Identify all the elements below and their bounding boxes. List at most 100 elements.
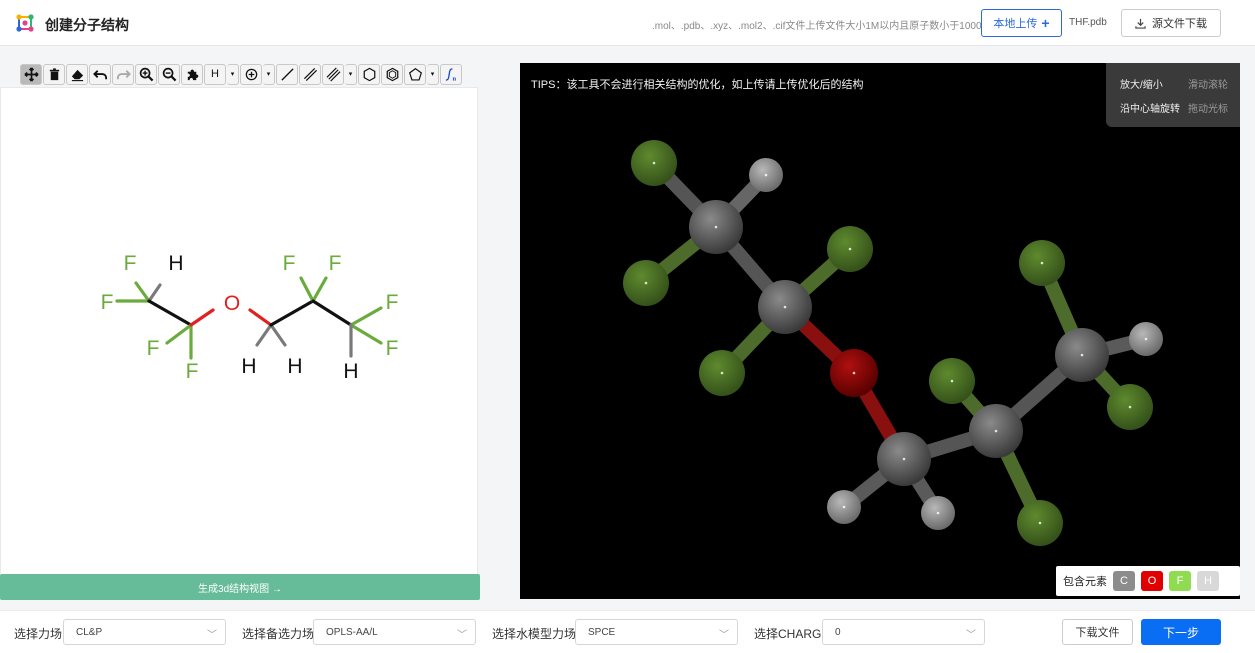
- atom-dropdown-toggle[interactable]: ▾: [227, 63, 239, 85]
- delete-tool-button[interactable]: [43, 63, 65, 85]
- viewer-tips: TIPS：该工具不会进行相关结构的优化，如上传请上传优化后的结构: [531, 79, 864, 91]
- generate-3d-view-button[interactable]: 生成3d结构视图 →: [0, 574, 480, 600]
- double-bond-icon: [303, 67, 317, 81]
- charge-dropdown-toggle[interactable]: ▾: [263, 63, 275, 85]
- editor-toolbar: H ▾ ▾ ▾ ▾ n: [20, 63, 462, 85]
- ring-dropdown-toggle[interactable]: ▾: [427, 63, 439, 85]
- eraser-icon: [71, 69, 83, 81]
- zoom-in-icon: [139, 67, 153, 81]
- bond: [269, 323, 287, 347]
- bond: [349, 323, 383, 345]
- element-chip-c: C: [1113, 571, 1135, 591]
- uploaded-file-name: THF.pdb: [1069, 17, 1107, 28]
- control-input: 滑动滚轮: [1188, 80, 1228, 91]
- chevron-down-icon: ﹀: [457, 630, 467, 641]
- download-source-label: 源文件下载: [1152, 18, 1207, 30]
- undo-button[interactable]: [89, 63, 111, 85]
- bond: [349, 306, 383, 327]
- triple-bond-icon: [326, 67, 340, 81]
- charge-plus-icon: [245, 68, 257, 80]
- chevron-down-icon: ﹀: [207, 630, 217, 641]
- backup-force-field-label: 选择备选力场: [242, 627, 315, 641]
- chevron-down-icon: ﹀: [966, 630, 976, 641]
- control-action: 沿中心轴旋转: [1120, 104, 1180, 115]
- zoom-out-button[interactable]: [158, 63, 180, 85]
- download-source-button[interactable]: 源文件下载: [1121, 9, 1221, 37]
- template-tool-button[interactable]: [181, 63, 203, 85]
- atom-label[interactable]: O: [224, 292, 240, 315]
- water-model-value: SPCE: [588, 626, 616, 638]
- app-header: 创建分子结构 .mol、.pdb、.xyz、.mol2、.cif文件上传文件大小…: [0, 0, 1255, 46]
- bond: [255, 323, 273, 347]
- atom-label[interactable]: F: [186, 360, 199, 383]
- function-n-icon: n: [445, 67, 456, 82]
- force-field-value: CL&P: [76, 626, 103, 638]
- chevron-down-icon: ﹀: [719, 630, 729, 641]
- double-bond-button[interactable]: [299, 63, 321, 85]
- force-field-label: 选择力场: [14, 627, 63, 641]
- bond: [269, 299, 315, 327]
- structure-editor-canvas[interactable]: F H F F F O H H F F F F H: [0, 87, 478, 575]
- atom-label[interactable]: F: [283, 252, 296, 275]
- atom-label[interactable]: H: [343, 360, 358, 383]
- atom-label[interactable]: F: [124, 252, 137, 275]
- zoom-in-button[interactable]: [135, 63, 157, 85]
- molecule-3d-render: [623, 140, 1163, 546]
- move-tool-button[interactable]: [20, 63, 42, 85]
- cyclohexane-button[interactable]: [358, 63, 380, 85]
- element-chip-o: O: [1141, 571, 1163, 591]
- atom-label[interactable]: F: [329, 252, 342, 275]
- benzene-icon: [386, 67, 398, 81]
- atom-label[interactable]: F: [386, 291, 399, 314]
- elements-label: 包含元素: [1063, 576, 1107, 588]
- settings-bar: 选择力场 CL&P ﹀ 选择备选力场 OPLS-AA/L ﹀ 选择水模型力场 S…: [0, 610, 1255, 653]
- bond-dropdown-toggle[interactable]: ▾: [345, 63, 357, 85]
- trash-icon: [49, 67, 59, 80]
- local-upload-label: 本地上传: [993, 18, 1038, 30]
- water-model-label: 选择水模型力场: [492, 627, 577, 641]
- water-model-select[interactable]: SPCE ﹀: [575, 619, 738, 645]
- bond: [147, 299, 193, 327]
- bond: [189, 308, 215, 327]
- local-upload-button[interactable]: 本地上传 +: [981, 9, 1062, 37]
- molecule-3d-viewer[interactable]: TIPS：该工具不会进行相关结构的优化，如上传请上传优化后的结构 放大/缩小 滑…: [520, 63, 1240, 599]
- control-row-rotate: 沿中心轴旋转 拖动光标: [1120, 100, 1228, 115]
- eraser-tool-button[interactable]: [66, 63, 88, 85]
- zoom-out-icon: [162, 67, 176, 81]
- atom-label[interactable]: H: [168, 252, 183, 275]
- charge-tool-button[interactable]: [240, 63, 262, 85]
- control-input: 拖动光标: [1188, 104, 1228, 115]
- bond: [134, 281, 151, 303]
- element-chip-h: H: [1197, 571, 1219, 591]
- control-action: 放大/缩小: [1120, 80, 1163, 91]
- redo-button[interactable]: [112, 63, 134, 85]
- download-file-button[interactable]: 下载文件: [1062, 619, 1133, 645]
- atom-label[interactable]: H: [241, 355, 256, 378]
- cyclopentane-button[interactable]: [404, 63, 426, 85]
- atom-label[interactable]: F: [147, 337, 160, 360]
- element-chip-f: F: [1169, 571, 1191, 591]
- hydrogen-atom-button[interactable]: H: [204, 63, 226, 85]
- charge-label: 选择CHARGE: [754, 627, 830, 641]
- molecule-2d-drawing: F H F F F O H H F F F F H: [101, 252, 399, 383]
- triple-bond-button[interactable]: [322, 63, 344, 85]
- svg-text:n: n: [452, 75, 456, 81]
- molecule-logo-icon: [16, 14, 34, 32]
- single-bond-button[interactable]: [276, 63, 298, 85]
- next-step-button[interactable]: 下一步: [1141, 619, 1221, 645]
- puzzle-icon: [187, 69, 198, 80]
- undo-icon: [92, 69, 107, 79]
- move-icon: [23, 66, 39, 82]
- force-field-select[interactable]: CL&P ﹀: [63, 619, 226, 645]
- atom-label[interactable]: F: [386, 337, 399, 360]
- backup-force-field-select[interactable]: OPLS-AA/L ﹀: [313, 619, 476, 645]
- hexagon-icon: [363, 67, 375, 81]
- atom-label[interactable]: F: [101, 291, 114, 314]
- sgroup-tool-button[interactable]: n: [440, 63, 462, 85]
- benzene-button[interactable]: [381, 63, 403, 85]
- bond: [311, 276, 328, 303]
- charge-select[interactable]: 0 ﹀: [822, 619, 985, 645]
- bond: [311, 299, 353, 327]
- atom-label[interactable]: H: [287, 355, 302, 378]
- control-row-zoom: 放大/缩小 滑动滚轮: [1120, 76, 1228, 91]
